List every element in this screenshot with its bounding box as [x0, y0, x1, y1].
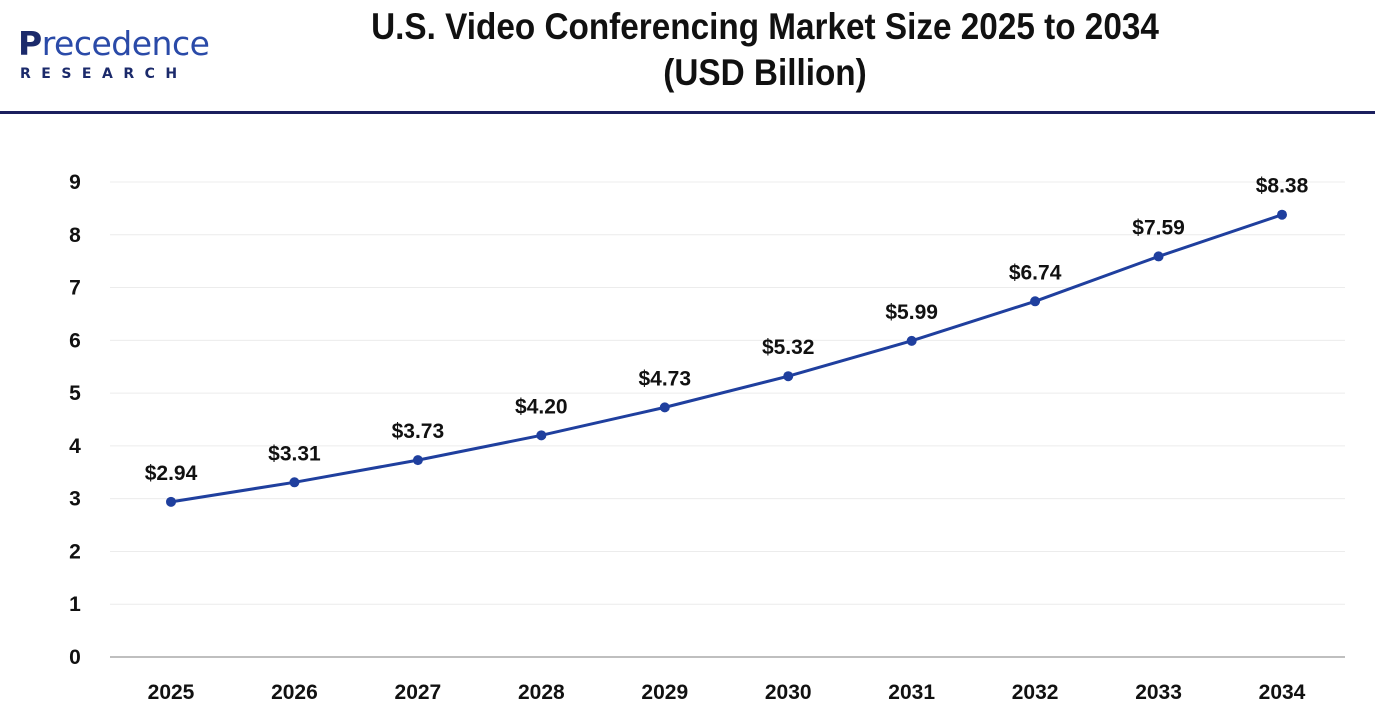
header-divider: [0, 111, 1375, 114]
data-point-marker: [166, 496, 176, 507]
chart-title-line2: (USD Billion): [663, 52, 867, 93]
series-line: [170, 213, 1283, 504]
gridlines: [110, 181, 1345, 658]
x-tick-label: 2030: [765, 681, 812, 704]
data-labels: $2.94 $3.31 $3.73 $4.20 $4.73 $5.32 $5.99 $6.74…: [145, 175, 1309, 485]
data-point-marker: [783, 371, 794, 382]
data-value-label: $4.20: [515, 395, 568, 418]
data-point-marker: [536, 430, 547, 441]
x-tick-label: 2029: [641, 681, 688, 704]
chart-header: Precedence RESEARCH U.S. Video Conferenc…: [0, 0, 1375, 114]
data-point-marker: [1277, 209, 1287, 220]
data-value-label: $3.31: [268, 442, 321, 465]
data-value-label: $5.32: [762, 336, 815, 359]
data-value-label: $3.73: [392, 420, 445, 443]
chart-title-line1: U.S. Video Conferencing Market Size 2025…: [371, 6, 1159, 47]
x-tick-label: 2032: [1012, 681, 1059, 704]
data-point-marker: [412, 455, 423, 466]
logo-wordmark-rest: recedence: [41, 24, 210, 63]
y-tick-label: 1: [69, 593, 81, 616]
data-value-label: $8.38: [1256, 175, 1309, 198]
data-value-label: $4.73: [638, 367, 691, 390]
logo-wordmark: Precedence: [18, 22, 210, 66]
data-point-marker: [1153, 251, 1164, 262]
x-tick-label: 2033: [1135, 681, 1182, 704]
data-point-marker: [1030, 296, 1041, 307]
y-tick-label: 3: [69, 488, 81, 511]
logo-subtitle: RESEARCH: [20, 66, 188, 82]
data-value-label: $5.99: [885, 301, 938, 324]
x-tick-label: 2028: [518, 681, 565, 704]
chart-title: U.S. Video Conferencing Market Size 2025…: [302, 4, 1229, 96]
y-tick-label: 8: [69, 224, 81, 247]
data-series: [166, 209, 1287, 507]
x-tick-label: 2027: [395, 681, 442, 704]
x-tick-label: 2034: [1259, 681, 1306, 704]
x-axis: 2025 2026 2027 2028 2029 2030 2031 2032 2033 2034: [148, 681, 1306, 704]
x-tick-label: 2031: [888, 681, 935, 704]
data-value-label: $7.59: [1132, 216, 1185, 239]
y-tick-label: 4: [69, 435, 81, 458]
x-tick-label: 2025: [148, 681, 195, 704]
logo-initial: P: [18, 24, 42, 63]
data-point-marker: [289, 477, 300, 488]
data-value-label: $6.74: [1009, 261, 1062, 284]
y-axis: 0 1 2 3 4 5 6 7 8 9: [69, 171, 81, 669]
y-tick-label: 2: [69, 540, 81, 563]
y-tick-label: 7: [69, 277, 81, 300]
data-point-marker: [906, 335, 917, 346]
precedence-research-logo: Precedence RESEARCH: [14, 22, 234, 92]
data-point-marker: [659, 402, 670, 413]
y-tick-label: 6: [69, 329, 81, 352]
y-tick-label: 0: [69, 646, 81, 669]
y-tick-label: 5: [69, 382, 81, 405]
x-tick-label: 2026: [271, 681, 318, 704]
data-value-label: $2.94: [145, 462, 198, 485]
y-tick-label: 9: [69, 171, 81, 194]
